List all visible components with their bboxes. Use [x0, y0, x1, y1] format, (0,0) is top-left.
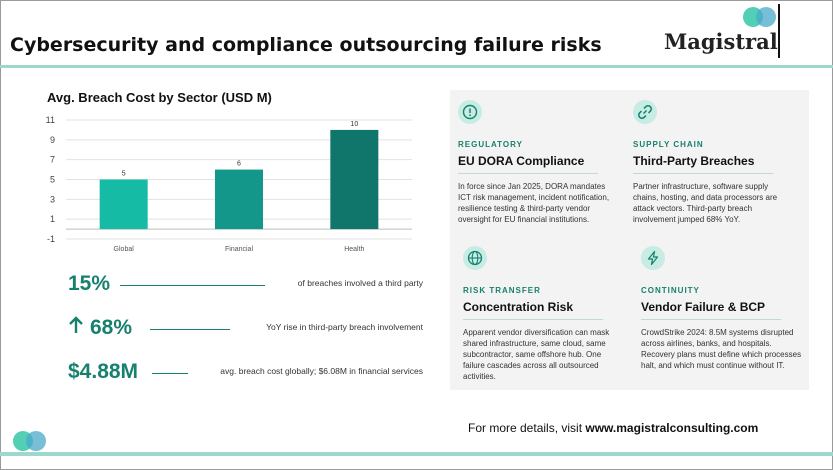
stat-yoy-rise: 68% YoY rise in third-party breach invol…	[68, 316, 423, 346]
card-divider	[633, 173, 773, 174]
card-category: CONTINUITY	[641, 286, 700, 295]
card-divider	[458, 173, 598, 174]
card-category: SUPPLY CHAIN	[633, 140, 704, 149]
card-body: Partner infrastructure, software supply …	[633, 182, 778, 224]
logo-divider	[778, 4, 780, 58]
data-label: 6	[237, 161, 241, 168]
page-title: Cybersecurity and compliance outsourcing…	[10, 34, 602, 56]
card-heading: EU DORA Compliance	[458, 154, 585, 168]
card-heading: Third-Party Breaches	[633, 154, 755, 168]
stat-connector-line	[150, 329, 230, 330]
logo: Magistral	[664, 29, 778, 54]
stat-value-wrap: 68%	[68, 316, 132, 340]
card-divider	[463, 319, 603, 320]
globe-icon	[463, 246, 487, 270]
card-supply-chain: SUPPLY CHAIN Third-Party Breaches Partne…	[633, 100, 793, 240]
footer-text: For more details, visit www.magistralcon…	[468, 421, 758, 435]
bar-chart: 11 9 7 5 3 1 -1 5 Global 6 Financial 10 Health	[46, 115, 412, 253]
card-divider	[641, 319, 781, 320]
x-tick-label: Global	[114, 246, 135, 253]
y-tick-label: 7	[50, 155, 55, 165]
x-tick-label: Financial	[225, 246, 253, 253]
y-tick-label: -1	[47, 234, 55, 244]
stat-text: avg. breach cost globally; $6.08M in fin…	[220, 366, 423, 376]
title-divider	[0, 65, 833, 68]
y-tick-label: 11	[46, 115, 55, 125]
y-tick-label: 5	[50, 175, 55, 185]
card-risk-transfer: RISK TRANSFER Concentration Risk Apparen…	[463, 246, 623, 386]
stat-third-party: 15% of breaches involved a third party	[68, 272, 423, 302]
card-continuity: CONTINUITY Vendor Failure & BCP CrowdStr…	[641, 246, 801, 386]
card-heading: Vendor Failure & BCP	[641, 300, 766, 314]
bar	[215, 169, 263, 230]
data-label: 10	[350, 121, 358, 128]
x-tick-label: Health	[344, 246, 364, 253]
footer-circles-icon	[13, 431, 46, 451]
stat-value: 68%	[90, 316, 133, 339]
lightning-icon	[641, 246, 665, 270]
logo-circles-icon	[743, 7, 776, 27]
bar	[99, 179, 148, 230]
footer-link[interactable]: www.magistralconsulting.com	[585, 421, 759, 435]
card-category: REGULATORY	[458, 140, 523, 149]
card-category: RISK TRANSFER	[463, 286, 541, 295]
y-tick-label: 3	[50, 194, 55, 204]
card-body: In force since Jan 2025, DORA mandates I…	[458, 182, 610, 224]
link-icon	[633, 100, 657, 124]
stat-text: of breaches involved a third party	[297, 278, 423, 288]
card-body: CrowdStrike 2024: 8.5M systems disrupted…	[641, 328, 802, 370]
card-heading: Concentration Risk	[463, 300, 574, 314]
risk-cards-panel: REGULATORY EU DORA Compliance In force s…	[450, 90, 809, 390]
bar	[330, 129, 379, 230]
data-label: 5	[122, 171, 126, 178]
stat-text: YoY rise in third-party breach involveme…	[266, 322, 423, 332]
footer-prefix: For more details, visit	[468, 421, 586, 435]
stat-connector-line	[152, 373, 188, 374]
stat-value: $4.88M	[68, 360, 139, 383]
bottom-divider	[0, 452, 833, 456]
stat-value: 15%	[68, 272, 111, 295]
y-tick-label: 1	[50, 214, 55, 224]
stat-connector-line	[120, 285, 265, 286]
alert-circle-icon	[458, 100, 482, 124]
stat-breach-cost: $4.88M avg. breach cost globally; $6.08M…	[68, 360, 423, 390]
y-tick-label: 9	[50, 135, 55, 145]
card-regulatory: REGULATORY EU DORA Compliance In force s…	[458, 100, 618, 240]
chart-title: Avg. Breach Cost by Sector (USD M)	[47, 90, 272, 105]
card-body: Apparent vendor diversification can mask…	[463, 328, 610, 381]
arrow-up-icon	[69, 316, 83, 333]
